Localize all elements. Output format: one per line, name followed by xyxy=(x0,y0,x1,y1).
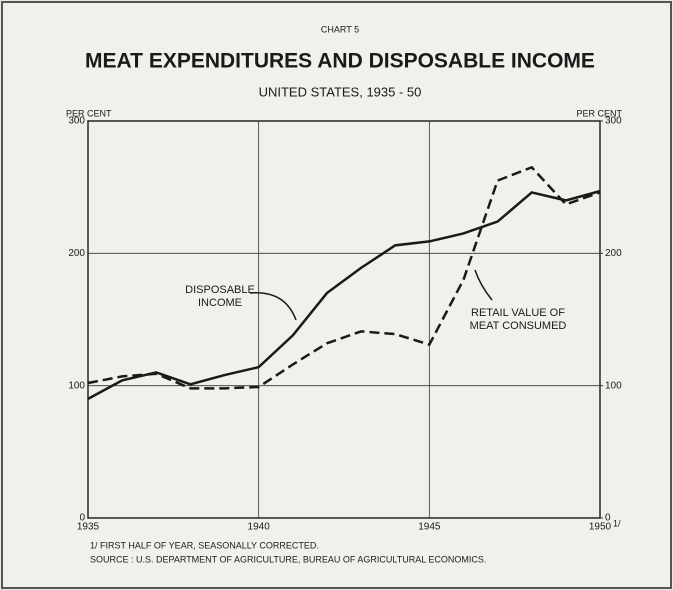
arrow xyxy=(474,269,493,301)
footnote-mark: 1/ xyxy=(613,518,621,528)
footnote: SOURCE : U.S. DEPARTMENT OF AGRICULTURE,… xyxy=(90,554,486,564)
data-line xyxy=(87,189,601,400)
y2-tick-label: 100 xyxy=(605,380,622,391)
x-tick-label: 1940 xyxy=(248,522,271,533)
chart-title: MEAT EXPENDITURES AND DISPOSABLE INCOME xyxy=(85,50,595,73)
x-tick-label: 1950 xyxy=(589,522,612,533)
arrow xyxy=(249,292,297,321)
chart-header: CHART 5 xyxy=(321,24,359,34)
y2-tick-label: 300 xyxy=(605,116,622,127)
line-label: DISPOSABLE xyxy=(185,284,255,296)
y-tick-label: 100 xyxy=(68,380,85,391)
line-label: INCOME xyxy=(198,297,242,309)
data-line xyxy=(87,165,601,390)
x-tick-label: 1935 xyxy=(77,522,100,533)
chart-subtitle: UNITED STATES, 1935 - 50 xyxy=(259,84,422,99)
x-tick-label: 1945 xyxy=(418,522,441,533)
y2-axis-label: PER CENT xyxy=(576,108,622,118)
footnote: 1/ FIRST HALF OF YEAR, SEASONALLY CORREC… xyxy=(90,540,319,550)
y2-tick-label: 200 xyxy=(605,248,622,259)
line-label: MEAT CONSUMED xyxy=(470,320,567,332)
y-tick-label: 0 xyxy=(79,513,85,524)
y2-tick-label: 0 xyxy=(605,513,611,524)
y-tick-label: 300 xyxy=(68,116,85,127)
y-axis-label: PER CENT xyxy=(66,108,112,118)
y-tick-label: 200 xyxy=(68,248,85,259)
line-label: RETAIL VALUE OF xyxy=(471,307,565,319)
